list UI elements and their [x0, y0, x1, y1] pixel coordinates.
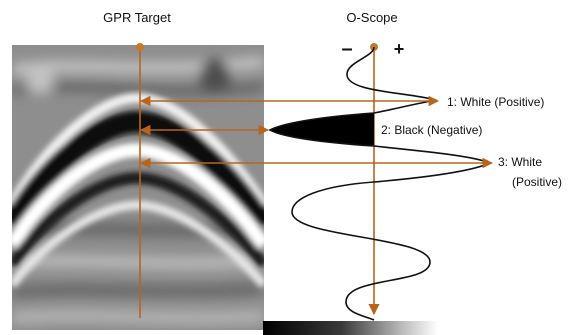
- peak1-label: 1: White (Positive): [447, 95, 544, 109]
- peak3-label-line2: (Positive): [512, 175, 562, 189]
- oscope-title: O-Scope: [346, 10, 397, 25]
- oscope-minus-sign: –: [341, 38, 352, 60]
- negative-lobe-fill: [270, 113, 374, 146]
- oscope-waveform: [268, 46, 493, 321]
- gpr-trace-origin-dot: [136, 43, 144, 51]
- amplitude-grayscale-bar: [263, 321, 438, 335]
- oscope-plus-sign: +: [394, 39, 405, 59]
- peak3-label-line1: 3: White: [498, 155, 542, 169]
- gpr-radargram: [12, 45, 264, 330]
- peak2-label: 2: Black (Negative): [381, 123, 482, 137]
- gpr-target-title: GPR Target: [103, 10, 171, 25]
